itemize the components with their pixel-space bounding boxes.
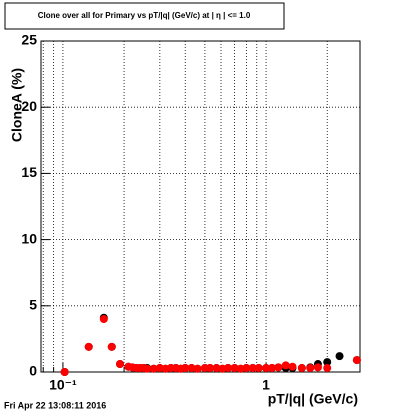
data-point	[262, 364, 271, 373]
data-point	[206, 364, 215, 373]
data-point	[352, 356, 361, 365]
x-axis-label: pT/|q| (GeV/c)	[268, 391, 358, 407]
data-point	[99, 315, 108, 324]
data-point	[335, 352, 344, 361]
data-point	[60, 368, 69, 376]
data-point	[254, 364, 263, 373]
chart-title: Clone over all for Primary vs pT/|q| (Ge…	[38, 11, 251, 20]
data-point	[181, 364, 190, 373]
data-point	[274, 363, 283, 372]
y-tick-label: 20	[21, 98, 37, 114]
data-point	[187, 364, 196, 373]
data-point	[212, 364, 221, 373]
data-point	[288, 362, 297, 371]
y-tick-label: 25	[21, 32, 37, 48]
title-box	[4, 2, 285, 30]
data-point	[323, 358, 332, 367]
data-point	[224, 364, 233, 373]
data-point	[149, 364, 158, 373]
y-tick-label: 5	[29, 297, 37, 313]
footer-date: Fri Apr 22 13:08:11 2016	[4, 400, 106, 410]
data-point	[281, 361, 290, 370]
data-point	[306, 364, 315, 373]
y-axis-label: CloneA (%)	[9, 68, 25, 142]
data-point	[248, 364, 257, 373]
x-tick-label: 1	[262, 377, 270, 393]
data-point	[297, 364, 306, 373]
y-tick-label: 10	[21, 230, 37, 246]
data-point	[313, 363, 322, 372]
data-point	[230, 364, 239, 373]
data-point	[193, 364, 202, 373]
data-point	[323, 364, 332, 373]
x-tick-label: 10⁻¹	[49, 377, 77, 393]
y-tick-label: 15	[21, 164, 37, 180]
data-point	[143, 364, 152, 373]
y-tick-label: 0	[29, 363, 37, 379]
data-point	[84, 342, 93, 351]
data-point	[116, 360, 125, 369]
data-point	[107, 342, 116, 351]
data-point	[268, 364, 277, 373]
plot-frame	[40, 40, 361, 373]
data-point	[242, 364, 251, 373]
